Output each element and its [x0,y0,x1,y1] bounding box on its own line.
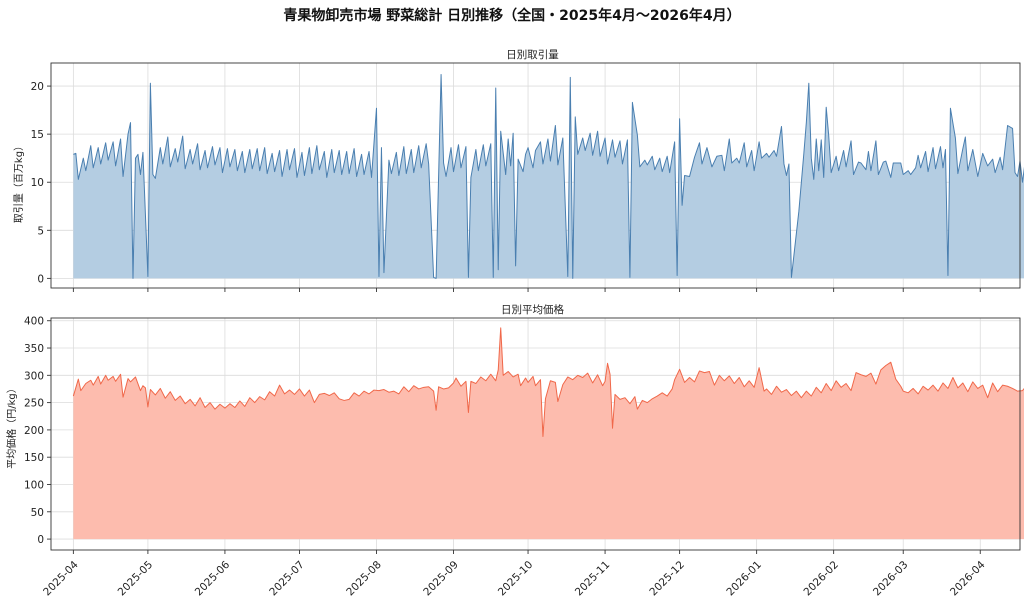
x-tick-label: 2025-05 [116,559,156,598]
volume-panel: 日別取引量 取引量（百万kg） 0 5 10 15 20 [13,48,1024,292]
volume-plot-frame [50,62,1021,289]
price-panel: 日別平均価格 平均価格（円/kg） 0 50 100 150 200 250 300 350 4… [5,303,1024,598]
price-y-ticks: 0 50 100 150 200 250 300 350 400 [24,316,51,546]
volume-area [73,74,1024,279]
y-tick-label: 50 [31,507,44,519]
x-tick-label: 2026-01 [724,559,764,598]
x-tick-label: 2025-04 [41,559,81,598]
y-tick-label: 15 [31,129,44,141]
x-tick-label: 2025-08 [344,559,384,598]
price-y-axis-label: 平均価格（円/kg） [5,383,18,469]
x-tick-label: 2026-04 [948,559,988,598]
y-tick-label: 20 [31,81,44,93]
y-tick-label: 10 [31,177,44,189]
price-panel-title: 日別平均価格 [501,303,564,316]
volume-y-axis-label: 取引量（百万kg） [13,141,25,223]
price-x-ticks: 2025-04 2025-05 2025-06 2025-07 2025-08 2025-… [41,550,988,598]
x-tick-label: 2026-02 [801,559,841,598]
y-tick-label: 150 [24,452,44,464]
x-tick-label: 2025-09 [421,559,461,598]
y-tick-label: 350 [24,343,44,355]
figure-title: 青果物卸売市場 野菜総計 日別推移（全国・2025年4月〜2026年4月） [283,7,740,24]
volume-y-ticks: 0 5 10 15 20 [31,81,51,285]
y-tick-label: 5 [37,225,44,237]
x-tick-label: 2026-03 [871,559,911,598]
y-tick-label: 200 [24,425,44,437]
y-tick-label: 400 [24,316,44,328]
x-tick-label: 2025-11 [573,559,613,598]
y-tick-label: 300 [24,370,44,382]
x-tick-label: 2025-10 [496,559,536,598]
volume-x-ticks [72,288,981,292]
y-tick-label: 0 [37,273,44,285]
x-tick-label: 2025-12 [647,559,687,598]
price-series-line [72,327,1024,437]
price-area [73,327,1024,540]
x-tick-label: 2025-07 [267,559,307,598]
y-tick-label: 0 [37,534,44,546]
volume-panel-title: 日別取引量 [506,48,559,61]
y-tick-label: 100 [24,479,44,491]
volume-series-line [73,74,1024,279]
price-plot-frame [50,317,1021,551]
x-tick-label: 2025-06 [193,559,233,598]
y-tick-label: 250 [24,398,44,410]
